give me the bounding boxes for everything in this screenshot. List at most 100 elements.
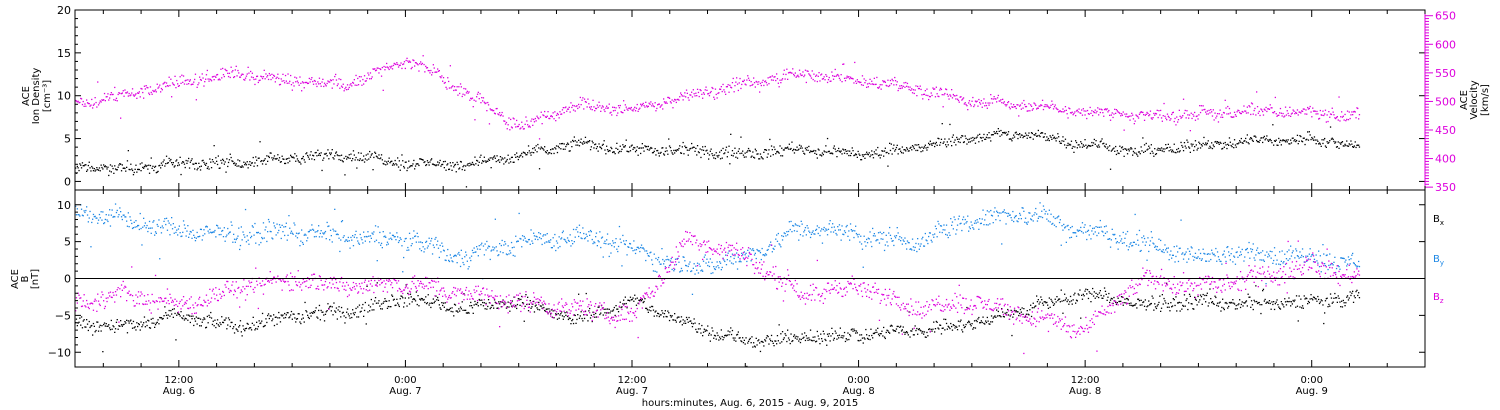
by-point	[1222, 253, 1225, 255]
density-point	[425, 164, 428, 166]
by-point	[664, 266, 666, 268]
bx-point	[219, 322, 221, 324]
velocity-point	[1227, 105, 1229, 108]
by-point	[368, 235, 370, 237]
velocity-point	[975, 101, 977, 103]
density-point	[1315, 143, 1317, 145]
by-point	[786, 231, 788, 233]
by-point	[1264, 254, 1266, 256]
velocity-point	[429, 72, 431, 74]
bx-point	[131, 327, 134, 329]
velocity-point	[648, 102, 650, 104]
velocity-point	[664, 102, 666, 104]
by-point	[585, 233, 587, 235]
velocity-point	[1282, 112, 1284, 115]
velocity-point	[1301, 110, 1303, 112]
bx-point	[449, 307, 451, 309]
velocity-point	[838, 77, 841, 79]
density-point	[671, 152, 673, 154]
velocity-point	[733, 91, 735, 93]
velocity-point	[570, 102, 572, 104]
by-point	[936, 236, 938, 238]
velocity-point	[971, 100, 973, 102]
density-point	[412, 163, 414, 165]
by-point	[1295, 248, 1297, 250]
by-point	[757, 249, 759, 252]
bx-point	[122, 324, 124, 326]
density-point	[1352, 146, 1355, 148]
density-point	[820, 154, 822, 156]
bx-point	[194, 320, 197, 322]
velocity-point	[493, 112, 496, 114]
velocity-point	[127, 95, 129, 97]
by-point	[629, 242, 631, 245]
density-point	[715, 152, 717, 154]
density-point	[98, 167, 101, 169]
by-point	[1356, 266, 1358, 268]
by-point	[400, 238, 402, 241]
bx-point	[227, 317, 230, 319]
density-point	[646, 148, 649, 151]
velocity-point	[414, 62, 417, 64]
velocity-point	[75, 100, 78, 102]
density-point	[1130, 147, 1132, 149]
velocity-point	[284, 82, 286, 84]
by-point	[623, 240, 625, 242]
velocity-point	[299, 76, 301, 78]
density-point	[787, 148, 790, 150]
velocity-point	[1237, 109, 1239, 111]
density-point	[1009, 138, 1011, 140]
velocity-point	[526, 120, 528, 122]
by-point	[119, 207, 121, 209]
by-point	[521, 246, 523, 248]
velocity-point	[972, 96, 974, 99]
density-point	[374, 152, 377, 154]
velocity-point	[452, 85, 454, 87]
density-point	[877, 146, 879, 149]
by-point	[210, 232, 213, 234]
by-point	[369, 241, 371, 243]
density-point	[583, 140, 585, 143]
bx-point	[193, 324, 195, 327]
velocity-point	[244, 77, 247, 79]
density-point	[956, 136, 958, 139]
velocity-point	[485, 102, 487, 104]
velocity-point	[712, 87, 714, 90]
velocity-point	[1006, 104, 1008, 106]
bx-point	[228, 319, 231, 321]
by-point	[1114, 233, 1116, 236]
velocity-point	[363, 83, 365, 85]
velocity-point	[690, 94, 692, 96]
density-point	[859, 154, 861, 156]
by-point	[1240, 253, 1242, 256]
bx-point	[210, 317, 213, 319]
density-point	[1079, 146, 1081, 148]
density-point	[668, 145, 671, 147]
density-point	[142, 166, 144, 169]
by-point	[918, 248, 920, 250]
density-point	[1326, 141, 1328, 143]
density-point	[866, 151, 868, 153]
velocity-point	[194, 78, 196, 81]
by-point	[730, 262, 733, 264]
by-point	[1141, 237, 1143, 239]
by-point	[762, 254, 764, 256]
density-point	[684, 145, 686, 147]
velocity-point	[114, 99, 117, 101]
velocity-point	[380, 68, 382, 71]
density-point	[332, 157, 334, 159]
by-point	[446, 255, 448, 257]
velocity-point	[865, 79, 867, 82]
by-point	[403, 240, 406, 242]
by-point	[678, 261, 680, 263]
bx-point	[209, 316, 211, 318]
velocity-point	[1194, 111, 1196, 114]
by-point	[619, 238, 621, 240]
density-point	[853, 154, 855, 157]
density-point	[1108, 149, 1110, 152]
by-point	[1154, 245, 1157, 247]
by-point	[1120, 238, 1123, 240]
by-point	[568, 240, 570, 242]
velocity-point	[561, 113, 563, 115]
by-point	[1318, 266, 1321, 268]
